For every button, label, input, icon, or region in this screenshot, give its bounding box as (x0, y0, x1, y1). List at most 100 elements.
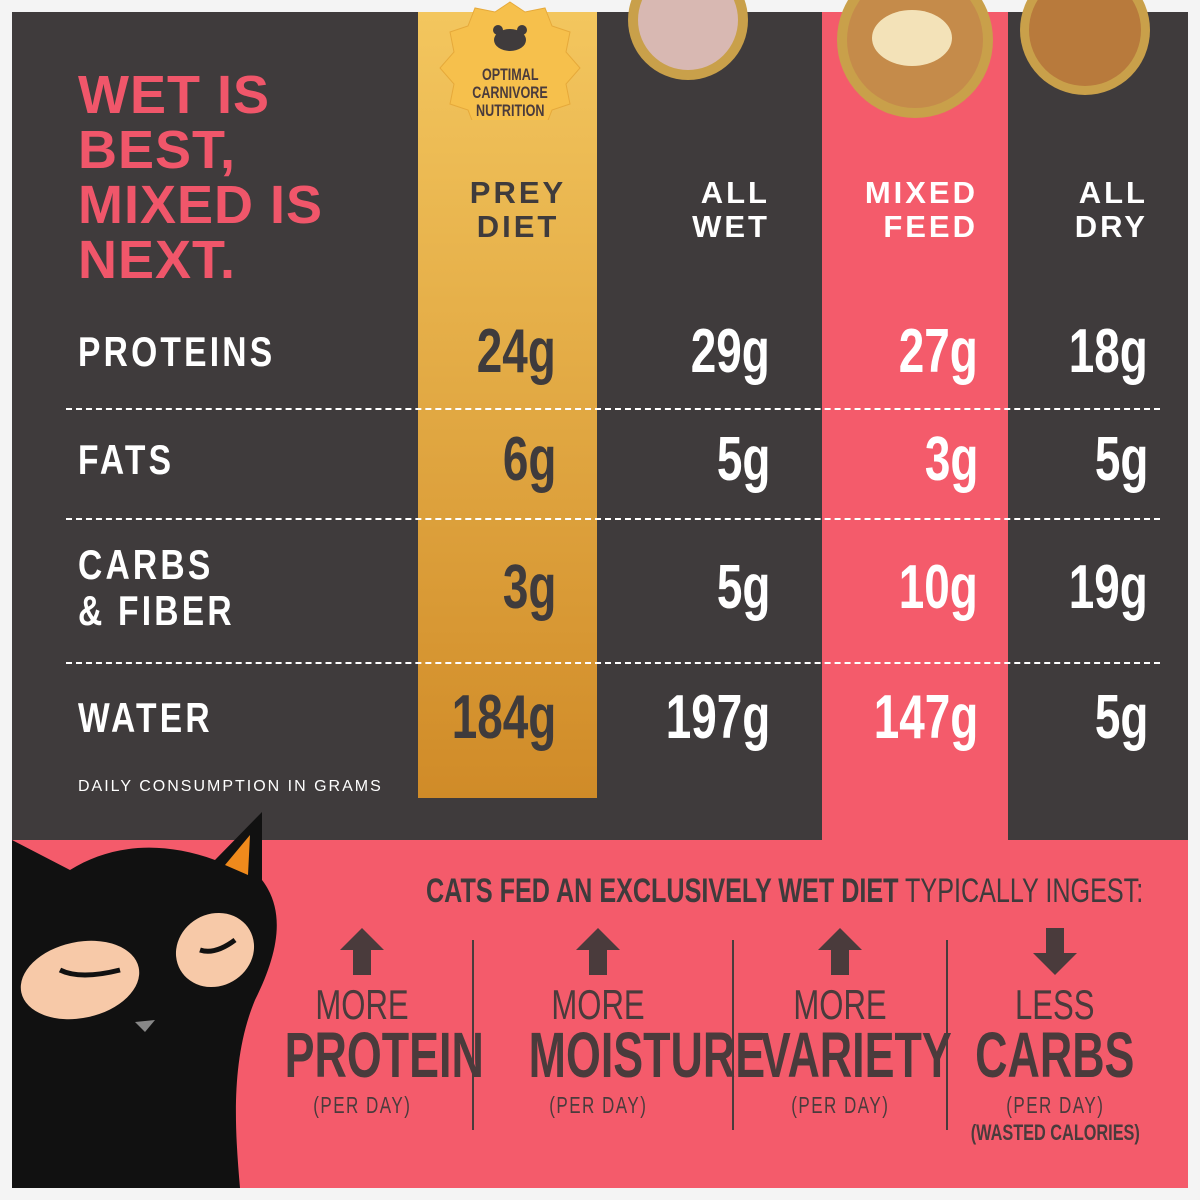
item-top-text: LESS (1015, 981, 1095, 1028)
item-main: VARIETY (720, 1022, 960, 1088)
headline: MIXED IS (78, 175, 324, 235)
cell-value: 24g (356, 317, 556, 387)
row-label: WATER (78, 695, 247, 741)
badge-text: OPTIMAL CARNIVORE NUTRITION (450, 66, 570, 120)
column-header: DRY (1074, 209, 1148, 244)
cell-value: 184g (356, 683, 556, 753)
item-top: MORE (478, 982, 718, 1028)
item-sub: (PER DAY) (242, 1092, 482, 1118)
cell-text: 18g (1068, 317, 1148, 386)
item-top-text: MORE (793, 981, 887, 1028)
column-header: PREY (469, 175, 567, 210)
item-sub: (PER DAY) (478, 1092, 718, 1118)
cell-text: 5g (1094, 425, 1148, 494)
cell-value: 10g (778, 553, 978, 623)
cell-value: 5g (948, 683, 1148, 753)
item-top-text: MORE (551, 981, 645, 1028)
cell-value: 3g (778, 425, 978, 495)
badge-word: CARNIVORE (472, 83, 548, 102)
column-header: ALL (700, 175, 770, 210)
column-header: WET (692, 209, 770, 244)
cell-value: 29g (570, 317, 770, 387)
item-top-text: MORE (315, 981, 409, 1028)
row-divider (66, 518, 1160, 520)
cell-text: 5g (1094, 683, 1148, 752)
row-label: FATS (78, 437, 198, 483)
item-sub-text: (PER DAY) (548, 1092, 648, 1118)
row-label: & FIBER (78, 588, 274, 634)
item-sub: (PER DAY) (720, 1092, 960, 1118)
cell-value: 3g (356, 553, 556, 623)
row-label-text: CARBS (78, 541, 214, 588)
bowls (628, 0, 1150, 118)
item-main: CARBS (935, 1022, 1175, 1088)
row-label-text: PROTEINS (78, 328, 276, 375)
item-top: LESS (935, 982, 1175, 1028)
item-main-text: CARBS (975, 1019, 1135, 1091)
cell-text: 29g (690, 317, 770, 386)
cell-text: 147g (873, 683, 978, 752)
column-header: ALL (1078, 175, 1148, 210)
item-sub-text: (PER DAY) (790, 1092, 890, 1118)
heading-bold: CATS FED AN EXCLUSIVELY WET DIET (425, 872, 899, 910)
cell-text: 24g (476, 317, 556, 386)
headline: NEXT. (78, 230, 237, 290)
item-sub-text: (PER DAY) (1005, 1092, 1105, 1118)
decorations (439, 0, 1150, 120)
column-header: FEED (883, 209, 978, 244)
callout-heading: CATS FED AN EXCLUSIVELY WET DIET TYPICAL… (300, 872, 1166, 911)
item-main-text: PROTEIN (284, 1019, 484, 1091)
footnote: DAILY CONSUMPTION IN GRAMS (78, 778, 383, 795)
row-label-text: & FIBER (78, 587, 235, 634)
cell-value: 18g (948, 317, 1148, 387)
item-main: PROTEIN (242, 1019, 484, 1091)
badge-word: NUTRITION (475, 101, 545, 120)
heading-rest: TYPICALLY INGEST: (905, 872, 1144, 910)
cat-illustration (12, 812, 277, 1188)
item-sub-text: (WASTED CALORIES) (970, 1120, 1140, 1145)
cell-text: 27g (898, 317, 978, 386)
cell-value: 27g (778, 317, 978, 387)
mixed-column (822, 12, 1008, 840)
row-label-text: FATS (78, 436, 175, 483)
cell-text: 5g (716, 425, 770, 494)
badge-word: OPTIMAL (481, 65, 539, 84)
row-divider (66, 408, 1160, 410)
cell-text: 19g (1068, 553, 1148, 622)
item-main-text: VARIETY (760, 1019, 952, 1091)
cell-value: 5g (570, 425, 770, 495)
prey-column (418, 12, 597, 798)
item-sub: (PER DAY) (935, 1092, 1175, 1118)
column-header: MIXED (864, 175, 978, 210)
badge-line: OPTIMAL (450, 66, 570, 84)
arrows (340, 928, 1077, 975)
cell-text: 5g (716, 553, 770, 622)
item-sub-text: (PER DAY) (312, 1092, 412, 1118)
cell-text: 10g (898, 553, 978, 622)
cell-text: 3g (502, 553, 556, 622)
badge-line: NUTRITION (450, 102, 570, 120)
cell-text: 3g (924, 425, 978, 494)
cell-value: 147g (778, 683, 978, 753)
cell-value: 19g (948, 553, 1148, 623)
cell-value: 197g (570, 683, 770, 753)
cell-value: 5g (948, 425, 1148, 495)
column-header: DIET (476, 209, 560, 244)
cell-value: 6g (356, 425, 556, 495)
row-divider (66, 662, 1160, 664)
dividers (472, 940, 948, 1130)
headline: BEST, (78, 120, 237, 180)
badge (439, 1, 581, 120)
callout-graphics (340, 928, 1077, 1130)
cell-value: 5g (570, 553, 770, 623)
row-label: CARBS (78, 542, 247, 588)
item-main: MOISTURE (478, 1022, 765, 1088)
cell-text: 197g (665, 683, 770, 752)
row-label: PROTEINS (78, 329, 325, 375)
headline: WET IS (78, 65, 270, 125)
item-top: MORE (720, 982, 960, 1028)
badge-line: CARNIVORE (450, 84, 570, 102)
item-sub: (WASTED CALORIES) (935, 1120, 1175, 1146)
cell-text: 184g (451, 683, 556, 752)
